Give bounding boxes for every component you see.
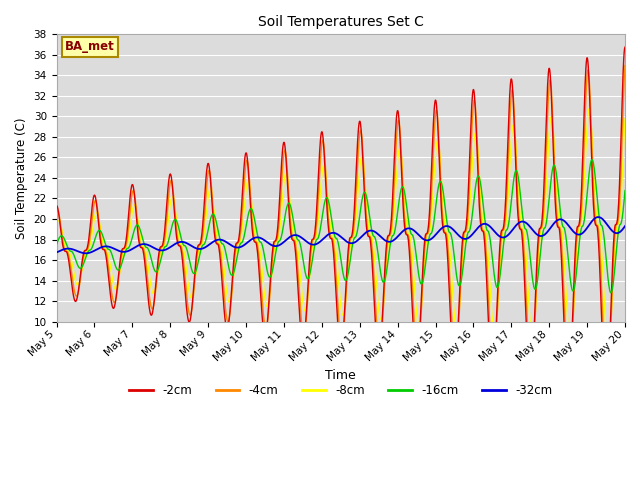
X-axis label: Time: Time (325, 369, 356, 382)
Y-axis label: Soil Temperature (C): Soil Temperature (C) (15, 117, 28, 239)
Text: BA_met: BA_met (65, 40, 115, 53)
Title: Soil Temperatures Set C: Soil Temperatures Set C (258, 15, 424, 29)
Legend: -2cm, -4cm, -8cm, -16cm, -32cm: -2cm, -4cm, -8cm, -16cm, -32cm (124, 380, 557, 402)
